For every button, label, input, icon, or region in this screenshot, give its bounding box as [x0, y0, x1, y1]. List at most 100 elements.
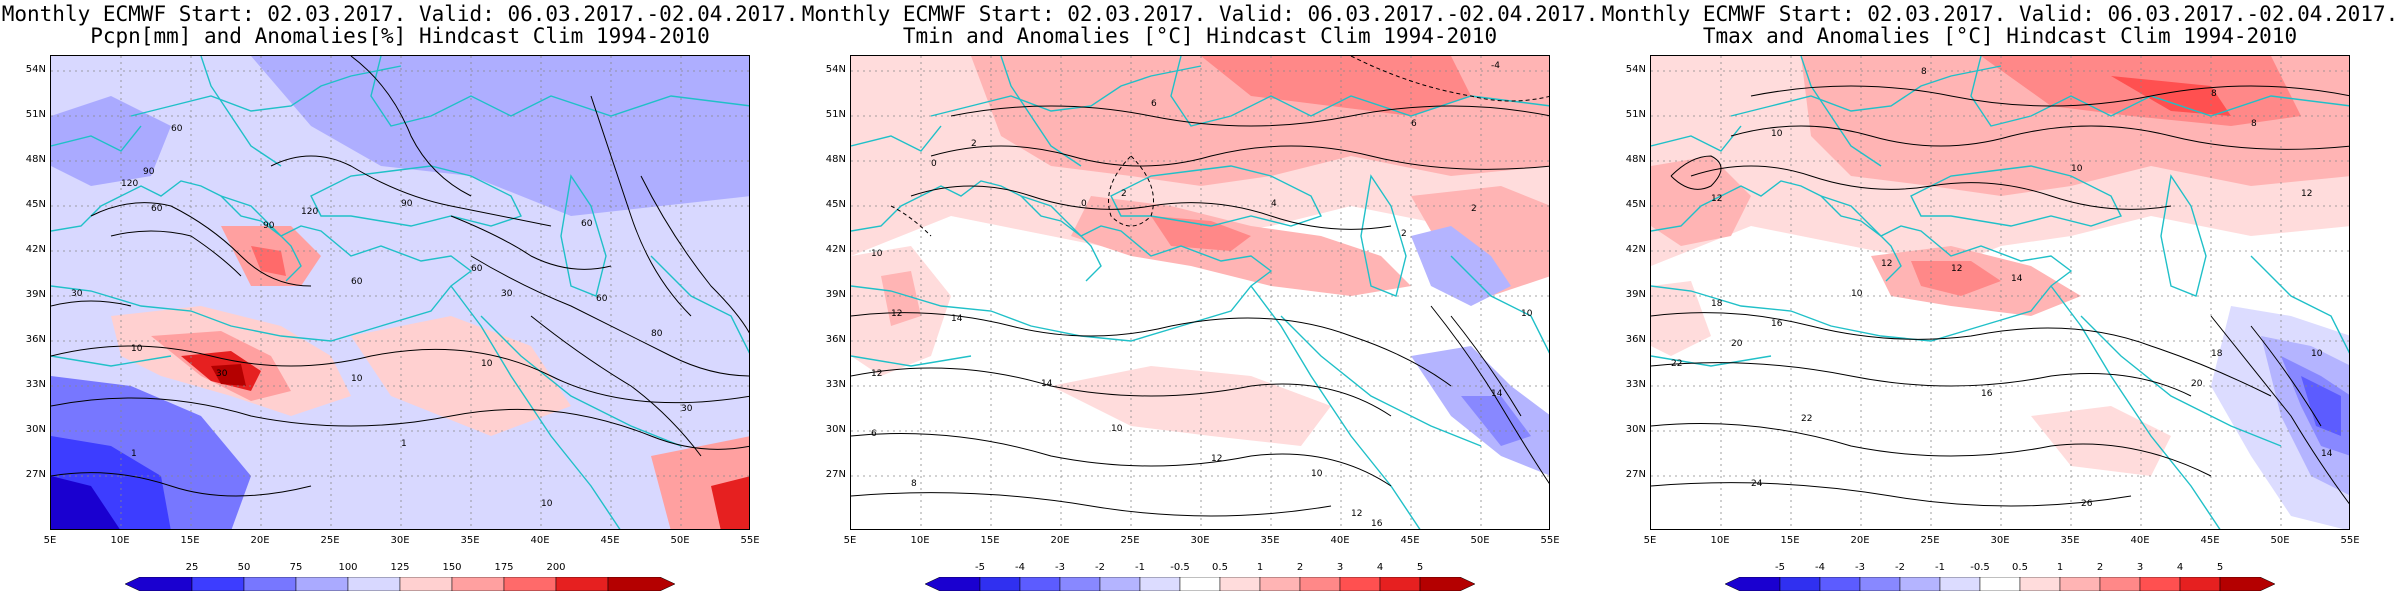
- contour-label-group: 8 8 8 10 12 10 12 14 12 10 16 18 20 22 2…: [1671, 67, 2333, 509]
- colorbar-swatch: [1099, 577, 1141, 591]
- contours: [1651, 85, 2349, 507]
- longitude-tick-label: 25E: [1920, 535, 1940, 546]
- latitude-tick-label: 48N: [1625, 154, 1646, 165]
- latitude-tick-label: 39N: [1625, 289, 1646, 300]
- longitude-tick-label: 45E: [600, 535, 620, 546]
- colorbar-tick-label: -0.5: [1970, 562, 1990, 573]
- map-svg: 90 60 120 60 90 60 60 90 120 60 30 30 10…: [51, 56, 749, 529]
- colorbar-swatch: [2139, 577, 2181, 591]
- colorbar-swatch: [1979, 577, 2021, 591]
- contour-label: 18: [1711, 299, 1723, 309]
- colorbar-swatch: [1379, 577, 1421, 591]
- contour-label: 120: [301, 207, 318, 217]
- latitude-tick-label: 27N: [1625, 469, 1646, 480]
- colorbar-tick-label: -1: [1135, 562, 1145, 573]
- colorbar-tick-label: 125: [390, 562, 410, 573]
- colorbar-swatch: [2059, 577, 2101, 591]
- colorbar-swatch: [1819, 577, 1861, 591]
- contour-label: 90: [263, 221, 275, 231]
- colorbar-tick-label: 4: [2176, 562, 2184, 573]
- latitude-tick-label: 33N: [25, 379, 46, 390]
- contour-label: 10: [2311, 349, 2323, 359]
- colorbar-svg: [925, 577, 1475, 591]
- colorbar-swatch: [1219, 577, 1261, 591]
- contour-label: 26: [2081, 499, 2093, 509]
- colorbar-swatch: [2179, 577, 2221, 591]
- colorbar-tick-label: 5: [2216, 562, 2224, 573]
- anomaly-field: [2031, 406, 2171, 476]
- latitude-tick-label: 42N: [25, 244, 46, 255]
- colorbar-tick-label: -4: [1015, 562, 1025, 573]
- colorbar-swatch: [503, 577, 557, 591]
- contour-label: 2: [1401, 229, 1407, 239]
- longitude-tick-label: 45E: [1400, 535, 1420, 546]
- contour-label: 12: [1711, 194, 1722, 204]
- map-svg: -4 6 6 0 2 2 4 2 0 2 10 12 14 12 14 10 1…: [851, 56, 1549, 529]
- contours: [851, 105, 1549, 517]
- anomaly-field: [1461, 396, 1531, 446]
- longitude-tick-label: 55E: [1540, 535, 1560, 546]
- contour-label: 16: [1981, 389, 1993, 399]
- contour-label: 90: [143, 167, 155, 177]
- contour-label: 14: [1491, 389, 1503, 399]
- latitude-tick-label: 36N: [25, 334, 46, 345]
- latitude-tick-label: 42N: [1625, 244, 1646, 255]
- anomaly-field: [51, 476, 120, 529]
- contour-label: 60: [581, 219, 593, 229]
- longitude-tick-label: 50E: [1470, 535, 1490, 546]
- contour-label: 2: [971, 139, 977, 149]
- contour-label: 2: [1471, 204, 1477, 214]
- panel-title-line2: Tmax and Anomalies [°C] Hindcast Clim 19…: [1702, 24, 2298, 48]
- latitude-tick-label: 48N: [825, 154, 846, 165]
- contour-label: 14: [951, 314, 963, 324]
- latitude-tick-label: 30N: [25, 424, 46, 435]
- contour-label: 16: [1771, 319, 1783, 329]
- grid-lines: [51, 56, 749, 529]
- contour-label: 20: [1731, 339, 1743, 349]
- longitude-tick-label: 5E: [43, 535, 57, 546]
- latitude-tick-label: 45N: [825, 199, 846, 210]
- colorbar-swatch: [451, 577, 505, 591]
- colorbar-tick-label: 50: [237, 562, 251, 573]
- contour-label: 10: [131, 344, 143, 354]
- panel-title-line2: Pcpn[mm] and Anomalies[%] Hindcast Clim …: [90, 24, 710, 48]
- colorbar-swatch: [399, 577, 453, 591]
- contour-label: 12: [1951, 264, 1962, 274]
- contour-label: 8: [2251, 119, 2257, 129]
- anomaly-field: [1911, 261, 2001, 296]
- contour-label: 22: [1671, 359, 1682, 369]
- colorbar-swatch: [1939, 577, 1981, 591]
- colorbar-swatch: [1139, 577, 1181, 591]
- latitude-tick-label: 30N: [1625, 424, 1646, 435]
- contour-label: 10: [1771, 129, 1783, 139]
- contour-label-group: -4 6 6 0 2 2 4 2 0 2 10 12 14 12 14 10 1…: [871, 61, 1533, 529]
- longitude-tick-label: 40E: [2130, 535, 2150, 546]
- colorbar-tick-label: -3: [1855, 562, 1865, 573]
- colorbar-tick-label: 3: [2136, 562, 2144, 573]
- longitude-tick-label: 20E: [1850, 535, 1870, 546]
- contour-label: 10: [1851, 289, 1863, 299]
- colorbar-swatch: [1179, 577, 1221, 591]
- colorbar-tick-label: -5: [1775, 562, 1785, 573]
- contour-label-group: 90 60 120 60 90 60 60 90 120 60 30 30 10…: [71, 124, 693, 509]
- colorbar-swatch: [1019, 577, 1061, 591]
- colorbar-swatch: [1779, 577, 1821, 591]
- contour-label: 60: [151, 204, 163, 214]
- latitude-tick-label: 51N: [25, 109, 46, 120]
- colorbar-swatch: [1419, 577, 1475, 591]
- coastlines: [1651, 56, 2349, 529]
- contour-label: 6: [871, 429, 877, 439]
- colorbar-swatch: [347, 577, 401, 591]
- contour-label: 10: [1111, 424, 1123, 434]
- colorbar-swatch: [2219, 577, 2275, 591]
- longitude-tick-label: 5E: [843, 535, 857, 546]
- colorbar-tick-label: -2: [1895, 562, 1905, 573]
- colorbar-tick-label: -3: [1055, 562, 1065, 573]
- contour-label: 8: [1921, 67, 1927, 77]
- colorbar-tick-label: 1: [2056, 562, 2064, 573]
- colorbar-swatch: [243, 577, 297, 591]
- colorbar-tick-label: 0.5: [2012, 562, 2028, 573]
- colorbar-tick-label: -4: [1815, 562, 1825, 573]
- negative-contours: [890, 56, 1549, 237]
- colorbar-swatch: [295, 577, 349, 591]
